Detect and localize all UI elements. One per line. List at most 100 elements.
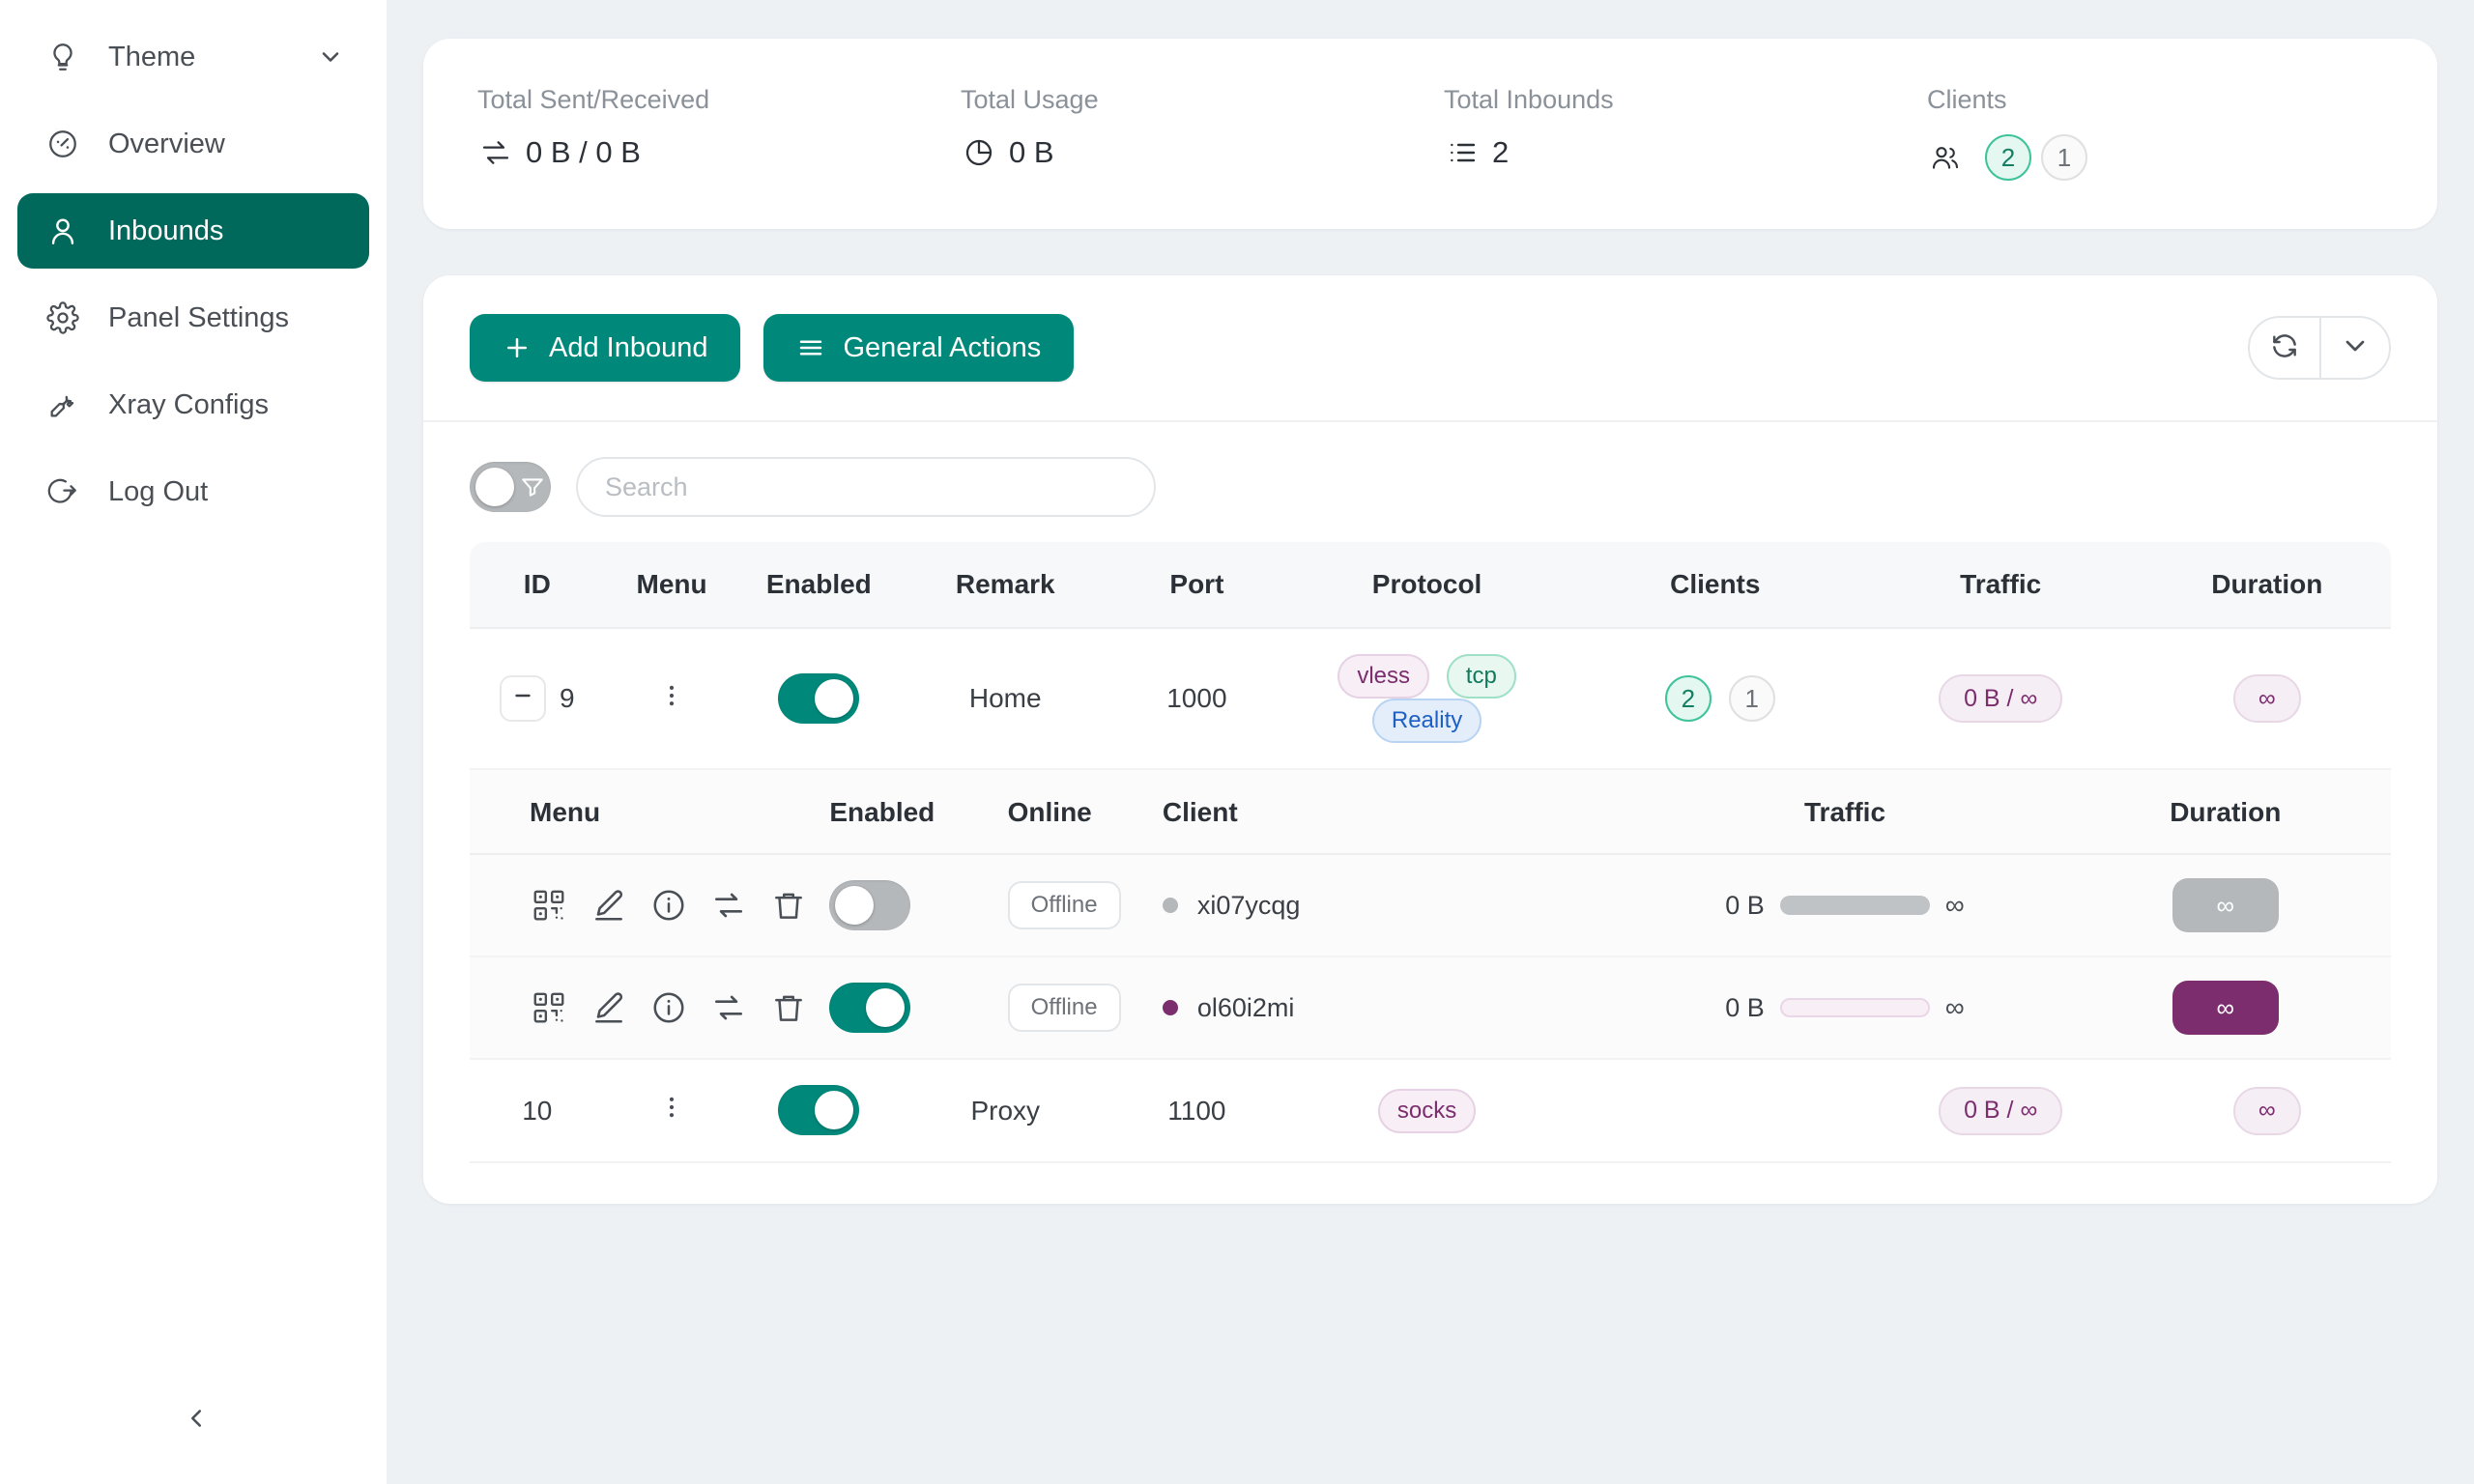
toggle-knob [815,678,854,718]
sidebar-item-overview[interactable]: Overview [17,106,369,182]
client-traffic-used: 0 B [1725,992,1765,1022]
chevron-down-icon [2340,330,2371,366]
traffic-pill: 0 B / ∞ [1939,1086,2063,1135]
sidebar-item-label: Overview [108,128,225,159]
column-header-protocol[interactable]: Protocol [1281,542,1572,629]
column-header-remark[interactable]: Remark [899,542,1112,629]
inbounds-table-body: 9 [470,628,2391,1163]
sidebar-item-theme[interactable]: Theme [17,19,369,95]
client-status-dot [1162,898,1178,913]
edit-icon[interactable] [590,988,628,1027]
gear-icon [43,298,83,338]
gauge-icon [43,124,83,164]
logout-icon [43,471,83,512]
sidebar-item-label: Log Out [108,475,209,507]
sidebar-item-label: Panel Settings [108,301,290,333]
collapse-row-button[interactable] [500,675,547,722]
menu-icon [796,333,825,362]
dots-vertical-icon [658,1094,685,1127]
sidebar-item-panel-settings[interactable]: Panel Settings [17,280,369,356]
column-header-menu[interactable]: Menu [604,542,739,629]
filter-toggle-knob [475,468,514,506]
transfer-icon [477,134,514,171]
sidebar-collapse-button[interactable] [169,1393,223,1447]
client-column-header-traffic: Traffic [1629,770,2060,855]
reset-icon[interactable] [709,886,748,925]
sidebar-item-xray-configs[interactable]: Xray Configs [17,367,369,442]
table-row[interactable]: 10 [470,1059,2391,1163]
sidebar-item-log-out[interactable]: Log Out [17,454,369,529]
qrcode-icon[interactable] [530,988,568,1027]
cell-clients [1571,1059,1858,1163]
cell-enabled [738,1059,900,1163]
client-duration-chip: ∞ [2172,981,2279,1035]
table-row[interactable]: 9 [470,628,2391,770]
client-cell-enabled [829,956,1008,1058]
row-enabled-toggle[interactable] [778,672,860,724]
pie-chart-icon [961,134,997,171]
client-status-dot [1162,1000,1178,1015]
row-menu-button[interactable] [648,675,695,722]
inbounds-toolbar: Add Inbound General Actions [423,275,2437,422]
client-row[interactable]: Offline ol60i2mi [470,956,2391,1058]
reset-icon[interactable] [709,988,748,1027]
column-header-clients[interactable]: Clients [1571,542,1858,629]
column-header-port[interactable]: Port [1111,542,1282,629]
user-icon [43,211,83,251]
info-icon[interactable] [649,886,688,925]
delete-icon[interactable] [769,988,808,1027]
client-cell-name: xi07ycqg [1162,854,1630,957]
general-actions-button[interactable]: General Actions [763,314,1075,382]
column-header-enabled[interactable]: Enabled [738,542,900,629]
stat-value-wrap: 0 B / 0 B [477,134,961,171]
refresh-button[interactable] [2250,318,2319,378]
expanded-clients-row: Menu Enabled Online Client Traffic Durat… [470,769,2391,1060]
protocol-tag: socks [1377,1088,1477,1133]
client-name: xi07ycqg [1196,890,1301,920]
refresh-control-group [2248,316,2391,380]
chevron-down-icon[interactable] [317,43,344,71]
qrcode-icon[interactable] [530,886,568,925]
inbounds-table-wrap: ID Menu Enabled Remark Port Protocol Cli… [423,542,2437,1163]
inbounds-table-head: ID Menu Enabled Remark Port Protocol Cli… [470,542,2391,629]
clients-table-body: Offline xi07ycqg [470,854,2391,1058]
sidebar-item-label: Xray Configs [108,388,270,420]
toolbar-right-controls [2248,316,2391,380]
client-row[interactable]: Offline xi07ycqg [470,854,2391,957]
client-column-header-client: Client [1162,770,1630,855]
online-status-chip: Offline [1007,984,1121,1032]
stat-total-inbounds: Total Inbounds 2 [1444,85,1927,181]
row-menu-button[interactable] [648,1088,695,1134]
client-cell-duration: ∞ [2059,854,2391,957]
duration-pill: ∞ [2232,674,2301,723]
delete-icon[interactable] [769,886,808,925]
client-enabled-toggle[interactable] [829,879,911,930]
add-inbound-button[interactable]: Add Inbound [470,314,741,382]
cell-enabled [738,628,900,770]
toggle-knob [866,987,906,1027]
info-icon[interactable] [649,988,688,1027]
client-column-header-menu: Menu [470,770,830,855]
edit-icon[interactable] [590,886,628,925]
stat-label: Total Sent/Received [477,85,710,114]
stat-value: 2 [1492,135,1510,169]
column-header-traffic[interactable]: Traffic [1857,542,2143,629]
main-content: Total Sent/Received 0 B / 0 B Total Usag… [387,0,2474,1484]
filter-toggle[interactable] [470,462,551,512]
client-cell-online: Offline [1007,854,1163,957]
sidebar-item-inbounds[interactable]: Inbounds [17,193,369,269]
plus-icon [503,333,532,362]
client-enabled-toggle[interactable] [829,982,911,1033]
dots-vertical-icon [658,682,685,716]
cell-id: 10 [470,1059,605,1163]
column-header-id[interactable]: ID [470,542,605,629]
clients-active-badge: 2 [1664,675,1712,722]
stat-label: Total Usage [961,85,1099,114]
users-icon [1927,139,1964,176]
column-header-duration[interactable]: Duration [2143,542,2391,629]
bulb-icon [43,37,83,77]
search-input[interactable] [576,457,1156,517]
toggle-knob [815,1091,854,1129]
row-enabled-toggle[interactable] [778,1085,860,1135]
refresh-interval-dropdown[interactable] [2319,318,2389,378]
